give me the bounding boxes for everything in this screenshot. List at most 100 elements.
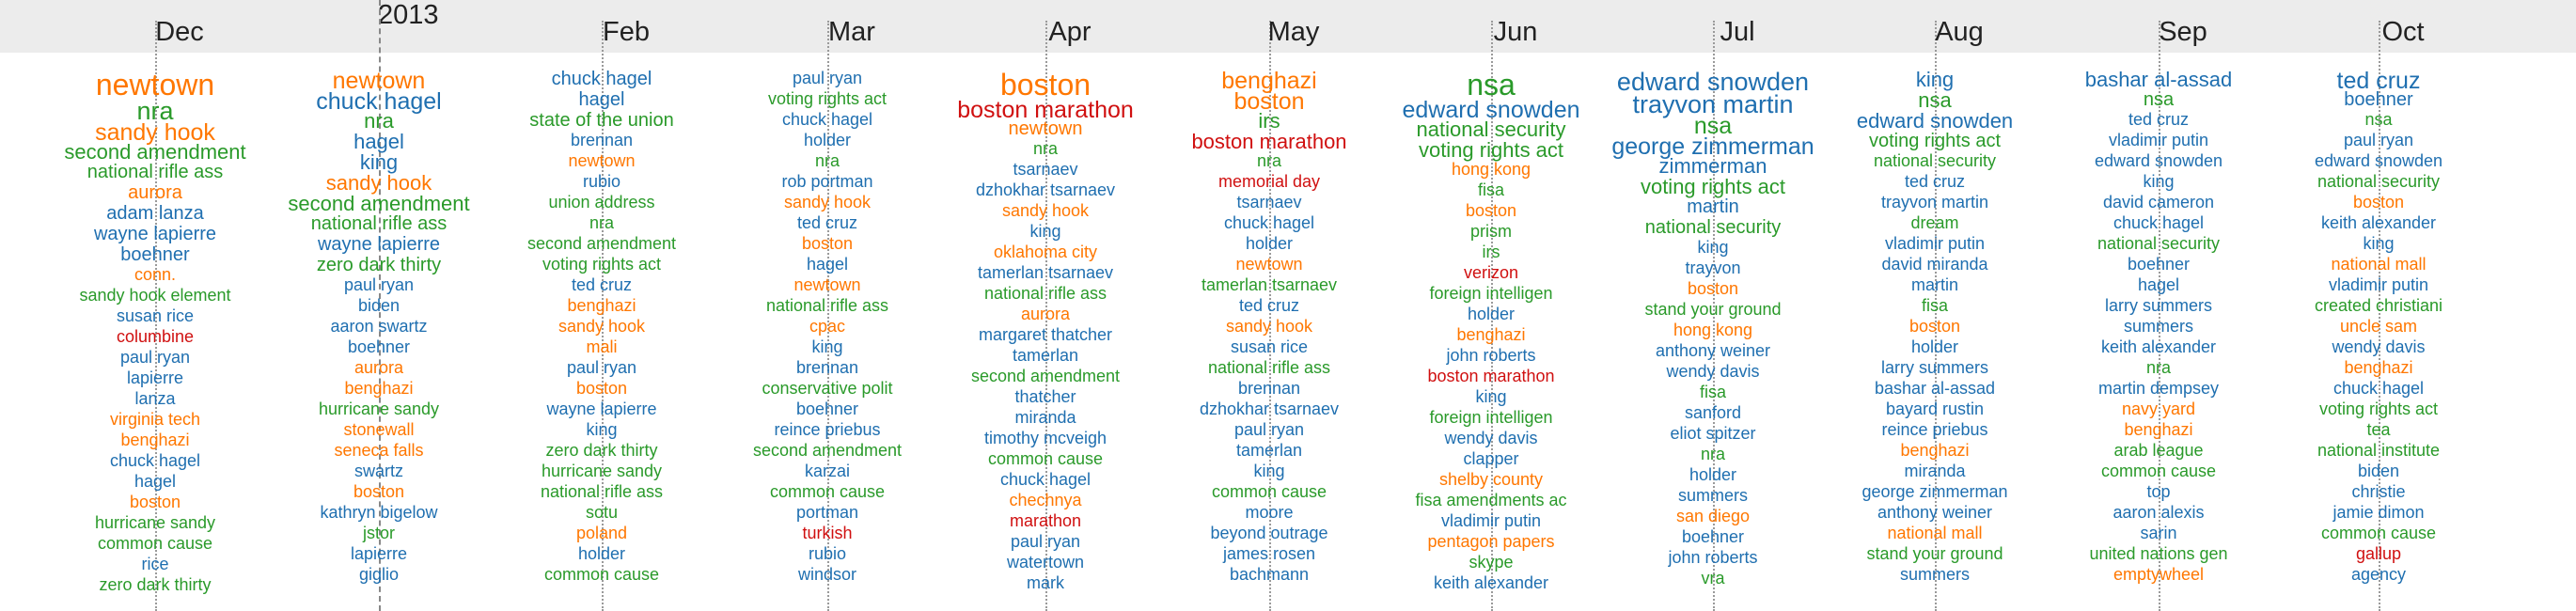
term-item[interactable]: wayne lapierre [546, 400, 657, 418]
term-item[interactable]: david miranda [1881, 255, 1988, 274]
term-item[interactable]: lanza [134, 389, 176, 408]
term-item[interactable]: national security [1644, 217, 1782, 238]
term-item[interactable]: fisa [1477, 180, 1504, 199]
term-item[interactable]: brennan [570, 131, 634, 149]
term-item[interactable]: conservative polit [762, 379, 893, 398]
term-item[interactable]: voting rights act [1418, 138, 1564, 162]
term-item[interactable]: boehner [795, 400, 859, 418]
term-item[interactable]: national institute [2317, 441, 2441, 460]
term-item[interactable]: rubio [582, 172, 621, 191]
term-item[interactable]: boston [1908, 317, 1961, 336]
term-item[interactable]: aaron alexis [2113, 503, 2205, 522]
term-item[interactable]: dzhokhar tsarnaev [975, 180, 1116, 199]
term-item[interactable]: emptywheel [2113, 565, 2205, 584]
term-item[interactable]: zimmerman [1658, 154, 1767, 178]
term-item[interactable]: fisa [1699, 383, 1726, 401]
term-item[interactable]: benghazi [1900, 441, 1970, 460]
term-item[interactable]: conn. [134, 265, 177, 284]
term-item[interactable]: stonewall [343, 420, 415, 439]
term-item[interactable]: bashar al-assad [1874, 379, 1996, 398]
term-item[interactable]: john roberts [1668, 548, 1758, 567]
term-item[interactable]: holder [803, 131, 852, 149]
term-item[interactable]: boston [129, 493, 181, 511]
term-item[interactable]: boston marathon [957, 97, 1134, 123]
term-item[interactable]: state of the union [529, 110, 674, 131]
term-item[interactable]: national security [1416, 118, 1566, 141]
term-item[interactable]: sanford [1684, 403, 1742, 422]
term-item[interactable]: timothy mcveigh [983, 429, 1107, 447]
term-item[interactable]: sandy hook [325, 171, 432, 195]
term-item[interactable]: common cause [2100, 462, 2217, 480]
term-item[interactable]: benghazi [1456, 325, 1526, 344]
term-item[interactable]: hagel [806, 255, 849, 274]
term-item[interactable]: lapierre [350, 544, 408, 563]
term-item[interactable]: common cause [97, 534, 213, 553]
term-item[interactable]: sandy hook element [79, 286, 231, 305]
term-item[interactable]: nra [2145, 358, 2171, 377]
term-item[interactable]: newtown [95, 68, 215, 102]
term-item[interactable]: benghazi [344, 379, 414, 398]
term-item[interactable]: paul ryan [566, 358, 637, 377]
term-item[interactable]: newtown [1008, 118, 1083, 139]
term-item[interactable]: larry summers [1880, 358, 1988, 377]
term-item[interactable]: created christiani [2314, 296, 2443, 315]
term-item[interactable]: windsor [797, 565, 857, 584]
term-item[interactable]: zero dark thirty [99, 575, 212, 594]
term-item[interactable]: martin [1687, 196, 1739, 217]
term-item[interactable]: uncle sam [2339, 317, 2418, 336]
term-item[interactable]: boston [1233, 88, 1305, 115]
term-item[interactable]: edward snowden [2314, 151, 2443, 170]
term-item[interactable]: second amendment [752, 441, 903, 460]
term-item[interactable]: zero dark thirty [316, 255, 442, 275]
term-item[interactable]: nra [364, 109, 394, 133]
term-item[interactable]: benghazi [1221, 68, 1317, 94]
term-item[interactable]: boston marathon [1427, 367, 1555, 385]
term-item[interactable]: nsa [1918, 88, 1952, 112]
term-item[interactable]: irs [1258, 109, 1280, 133]
term-item[interactable]: national rifle ass [983, 284, 1107, 303]
term-item[interactable]: summers [2123, 317, 2193, 336]
term-item[interactable]: hagel [353, 130, 404, 153]
term-item[interactable]: common cause [1211, 482, 1327, 501]
term-item[interactable]: chuck hagel [551, 69, 652, 89]
term-item[interactable]: nra [1032, 139, 1058, 158]
term-item[interactable]: chuck hagel [781, 110, 873, 129]
term-item[interactable]: national rifle ass [1207, 358, 1331, 377]
term-item[interactable]: hurricane sandy [541, 462, 663, 480]
term-item[interactable]: paul ryan [2343, 131, 2414, 149]
term-item[interactable]: rob portman [781, 172, 873, 191]
term-item[interactable]: nra [589, 213, 614, 232]
term-item[interactable]: gallup [2355, 544, 2402, 563]
term-item[interactable]: national rifle ass [765, 296, 889, 315]
term-item[interactable]: newtown [568, 151, 636, 170]
term-item[interactable]: common cause [543, 565, 660, 584]
term-item[interactable]: turkish [802, 524, 853, 542]
term-item[interactable]: hong kong [1673, 321, 1753, 339]
term-item[interactable]: ted cruz [2336, 68, 2421, 94]
term-item[interactable]: edward snowden [1856, 109, 2014, 133]
term-item[interactable]: wendy davis [1666, 362, 1760, 381]
term-item[interactable]: keith alexander [2100, 337, 2217, 356]
term-item[interactable]: chuck hagel [2113, 213, 2205, 232]
term-item[interactable]: fisa [1921, 296, 1948, 315]
term-item[interactable]: seneca falls [334, 441, 424, 460]
term-item[interactable]: miranda [1014, 408, 1076, 427]
term-item[interactable]: george zimmerman [1861, 482, 2008, 501]
term-item[interactable]: stand your ground [1866, 544, 2003, 563]
term-item[interactable]: sandy hook [1001, 201, 1090, 220]
term-item[interactable]: king [2143, 172, 2175, 191]
term-item[interactable]: san diego [1675, 507, 1751, 525]
term-item[interactable]: marathon [1009, 511, 1082, 530]
term-item[interactable]: reince priebus [1881, 420, 1988, 439]
term-item[interactable]: aurora [1020, 305, 1071, 323]
term-item[interactable]: vra [1701, 569, 1725, 588]
term-item[interactable]: paul ryan [1010, 532, 1081, 551]
term-item[interactable]: nra [814, 151, 840, 170]
term-item[interactable]: national security [2317, 172, 2441, 191]
term-item[interactable]: hagel [2137, 275, 2180, 294]
term-item[interactable]: jstor [362, 524, 395, 542]
term-item[interactable]: rice [141, 555, 169, 573]
term-item[interactable]: common cause [2320, 524, 2437, 542]
term-item[interactable]: nsa [1467, 68, 1516, 102]
term-item[interactable]: holder [1467, 305, 1516, 323]
